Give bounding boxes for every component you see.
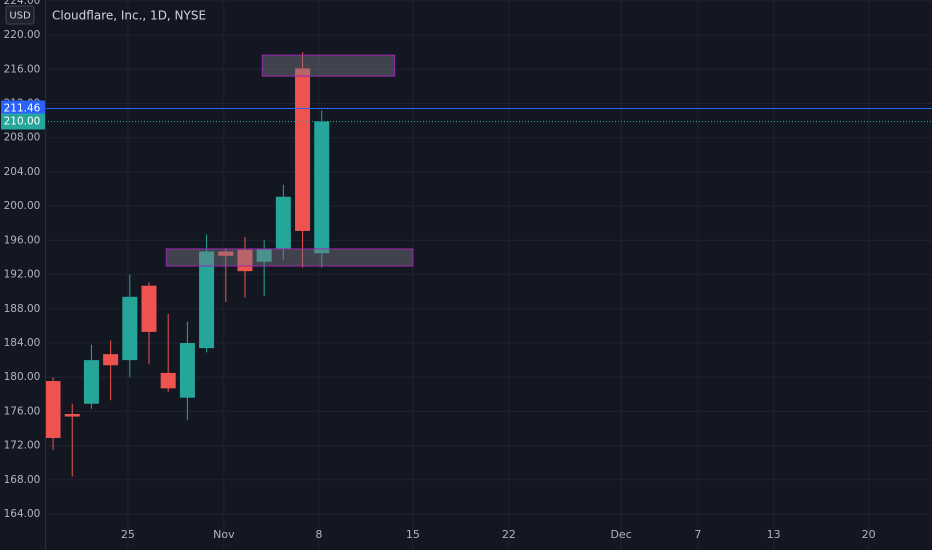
y-tick-label: 208.00 bbox=[4, 132, 41, 144]
y-tick-label: 180.00 bbox=[4, 371, 41, 383]
y-tick-label: 216.00 bbox=[4, 63, 41, 75]
y-tick-label: 192.00 bbox=[4, 269, 41, 281]
currency-box bbox=[5, 5, 35, 25]
x-tick-label: 7 bbox=[694, 528, 701, 541]
y-tick-label: 168.00 bbox=[4, 474, 41, 486]
price-label: 211.46 bbox=[4, 103, 41, 115]
candle-body bbox=[122, 296, 138, 361]
candle-body bbox=[64, 413, 80, 417]
x-tick-label: 22 bbox=[502, 528, 516, 541]
x-tick-label: 15 bbox=[406, 528, 420, 541]
x-tick-label: 13 bbox=[767, 528, 781, 541]
candle-body bbox=[141, 285, 157, 332]
candle-body bbox=[199, 251, 215, 349]
candle-body bbox=[295, 68, 311, 231]
candle-body bbox=[83, 360, 99, 404]
chart-title: Cloudflare, Inc., 1D, NYSE bbox=[52, 9, 206, 23]
y-tick-label: 184.00 bbox=[4, 337, 41, 349]
y-tick-label: 196.00 bbox=[4, 234, 41, 246]
zone-rectangle bbox=[261, 54, 396, 77]
candle-body bbox=[160, 372, 176, 389]
y-tick-label: 164.00 bbox=[4, 508, 41, 520]
candle-body bbox=[218, 251, 234, 256]
candle-body bbox=[275, 196, 291, 249]
x-tick-label: 25 bbox=[121, 528, 135, 541]
y-tick-label: 172.00 bbox=[4, 440, 41, 452]
y-tick-label: 200.00 bbox=[4, 200, 41, 212]
price-label: 210.00 bbox=[4, 116, 41, 128]
candle-body bbox=[103, 354, 119, 366]
candle-body bbox=[179, 343, 195, 398]
y-tick-label: 224.00 bbox=[4, 0, 41, 7]
candle-body bbox=[256, 248, 272, 262]
y-tick-label: 220.00 bbox=[4, 29, 41, 41]
candle-body bbox=[314, 121, 330, 254]
y-tick-label: 188.00 bbox=[4, 303, 41, 315]
y-tick-label: 176.00 bbox=[4, 405, 41, 417]
x-tick-label: 8 bbox=[315, 528, 322, 541]
price-label-box bbox=[1, 113, 45, 130]
plot: 25 Nov 8 15 22 Dec 7 13 20 bbox=[45, 52, 932, 541]
zone-rectangle bbox=[165, 248, 414, 267]
candle-body bbox=[45, 381, 61, 438]
y-axis-panel bbox=[0, 0, 45, 550]
x-tick-label: Nov bbox=[213, 528, 235, 541]
y-axis: 164.00 168.00 172.00 176.00 180.00 184.00 188.… bbox=[1, 0, 45, 520]
grid bbox=[45, 0, 932, 550]
currency: USD bbox=[9, 11, 31, 22]
x-tick-label: 20 bbox=[862, 528, 876, 541]
price-label-box bbox=[1, 100, 45, 117]
x-tick-label: Dec bbox=[610, 528, 631, 541]
y-tick-label: 204.00 bbox=[4, 166, 41, 178]
